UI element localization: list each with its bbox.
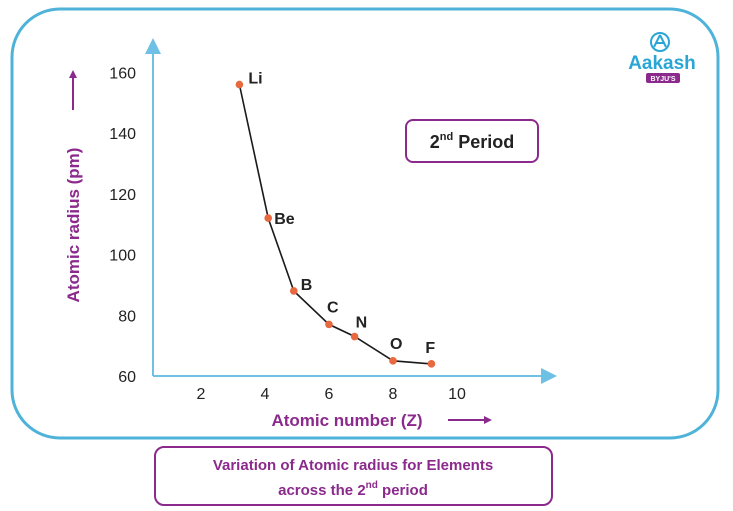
y-tick-label: 160 [109, 65, 136, 82]
brand-sub: BYJU'S [650, 76, 675, 83]
chart-frame [10, 7, 720, 440]
y-tick-label: 80 [118, 308, 136, 325]
brand-name: Aakash [628, 53, 696, 74]
data-point-labels: Li Be BCN O F [248, 71, 435, 357]
y-tick-label: 100 [109, 248, 136, 265]
y-axis-title: Atomic radius (pm) [64, 148, 83, 303]
data-point-be [264, 214, 273, 222]
x-tick-label: 10 [448, 386, 466, 403]
y-tick-label: 120 [109, 187, 136, 204]
x-tick-label: 4 [261, 386, 270, 403]
caption-line-1: Variation of Atomic radius for Elements [213, 457, 493, 474]
data-label-b: B [301, 277, 313, 294]
caption-line-2: across the 2nd period [278, 480, 428, 499]
data-points [235, 80, 436, 368]
data-point-b [290, 287, 298, 295]
data-label-li: Li [248, 71, 262, 88]
data-point-o [389, 357, 397, 365]
x-tick-label: 8 [389, 386, 398, 403]
caption-box [154, 446, 553, 506]
y-axis-title-group: Atomic radius (pm) [64, 70, 83, 302]
data-label-n: N [356, 315, 368, 332]
brand-logo: Aakash BYJU'S [628, 32, 696, 83]
data-label-f: F [425, 340, 435, 357]
data-point-n [350, 332, 359, 341]
x-tick-label: 2 [197, 386, 206, 403]
period-label: 2nd Period [405, 119, 539, 163]
brand-icon [650, 32, 670, 52]
data-point-f [427, 360, 436, 368]
caption: Variation of Atomic radius for Elements … [154, 446, 553, 506]
data-label-o: O [390, 336, 402, 353]
data-label-be: Be [274, 211, 295, 228]
y-tick-label: 140 [109, 126, 136, 143]
brand-sub-badge [646, 73, 680, 83]
data-label-c: C [327, 299, 339, 316]
x-tick-labels: 2 4 6 8 10 [197, 386, 466, 403]
period-label-box [405, 119, 539, 163]
data-point-c [325, 320, 333, 329]
data-point-li [235, 80, 244, 89]
y-tick-label: 60 [118, 369, 136, 386]
x-tick-label: 6 [325, 386, 334, 403]
y-tick-labels: 60 80 100 120 140 160 [109, 65, 136, 386]
period-label-text: 2nd Period [430, 131, 514, 152]
x-axis-title-arrow [448, 416, 492, 424]
x-axis-title: Atomic number (Z) [271, 411, 422, 430]
